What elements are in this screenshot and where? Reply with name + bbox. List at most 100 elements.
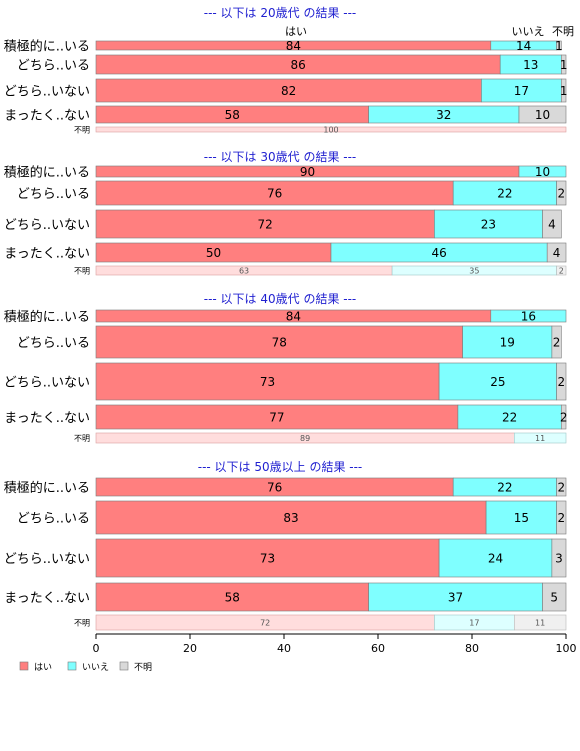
data-label: 13 <box>523 58 538 72</box>
bar-segment-no <box>457 404 562 430</box>
unknown-row-label: 不明 <box>74 619 90 628</box>
unknown-bar-segment <box>513 614 567 631</box>
row-label: どちら..いる <box>17 336 90 351</box>
legend-swatch <box>119 661 129 671</box>
bar-segment-unknown <box>556 500 567 535</box>
x-tick-label: 80 <box>465 642 479 655</box>
data-label: 50 <box>206 246 221 260</box>
data-label: 90 <box>300 165 315 179</box>
row-label: どちら..いない <box>4 552 90 567</box>
bar-segment-no <box>438 538 553 578</box>
data-label: 72 <box>260 619 270 628</box>
top-label-no: いいえ <box>512 25 545 38</box>
legend-swatch <box>19 661 29 671</box>
bar-segment-no <box>518 165 567 178</box>
data-label: 4 <box>548 218 556 232</box>
bar-segment-unknown <box>556 180 567 206</box>
data-label: 63 <box>239 267 249 276</box>
data-label: 17 <box>514 84 529 98</box>
x-tick-label: 0 <box>93 642 100 655</box>
bar-segment-yes <box>95 362 440 401</box>
data-label: 89 <box>300 434 310 443</box>
data-label: 4 <box>553 246 561 260</box>
data-label: 2 <box>557 375 565 389</box>
bar-segment-yes <box>95 538 440 578</box>
data-label: 58 <box>225 591 240 605</box>
unknown-row-label: 不明 <box>74 267 90 276</box>
data-label: 2 <box>557 481 565 495</box>
bar-segment-unknown <box>542 582 567 612</box>
group-title: --- 以下は 30歳代 の結果 --- <box>204 150 357 164</box>
bar-segment-no <box>490 309 567 323</box>
bar-segment-unknown <box>560 404 567 430</box>
row-label: どちら..いる <box>17 187 90 202</box>
data-label: 76 <box>267 481 282 495</box>
x-tick-label: 20 <box>183 642 197 655</box>
unknown-row-label: 不明 <box>74 434 90 443</box>
row-label: 積極的に..いる <box>4 39 90 55</box>
data-label: 72 <box>258 218 273 232</box>
bar-segment-yes <box>95 209 435 239</box>
bar-segment-no <box>368 582 543 612</box>
data-label: 3 <box>555 552 563 566</box>
data-label: 15 <box>514 511 529 525</box>
legend-label: はい <box>34 662 52 673</box>
data-label: 1 <box>555 39 563 53</box>
row-label: どちら..いない <box>4 376 90 391</box>
unknown-bar-segment <box>513 432 567 444</box>
bar-segment-unknown <box>551 325 562 359</box>
data-label: 82 <box>281 84 296 98</box>
top-label-unknown: 不明 <box>552 25 574 38</box>
unknown-row-label: 不明 <box>74 126 90 135</box>
data-label: 86 <box>290 58 305 72</box>
bar-segment-yes <box>95 325 463 359</box>
bar-segment-unknown <box>518 105 567 124</box>
bar-segment-unknown <box>560 54 567 75</box>
bar-segment-no <box>485 500 557 535</box>
group-title: --- 以下は 50歳以上 の結果 --- <box>198 460 363 474</box>
bar-segment-yes <box>95 500 487 535</box>
data-label: 84 <box>286 39 301 53</box>
bar-segment-unknown <box>556 477 567 497</box>
data-label: 37 <box>448 591 463 605</box>
data-label: 1 <box>560 58 568 72</box>
data-label: 16 <box>521 310 536 324</box>
data-label: 2 <box>553 336 561 350</box>
data-label: 73 <box>260 375 275 389</box>
data-label: 5 <box>550 591 558 605</box>
row-label: まったく..ない <box>4 109 90 124</box>
data-label: 11 <box>535 619 545 628</box>
data-label: 78 <box>272 336 287 350</box>
row-label: まったく..ない <box>4 591 90 606</box>
x-tick-label: 100 <box>556 642 577 655</box>
bar-segment-no <box>438 362 557 401</box>
row-label: どちら..いない <box>4 218 90 233</box>
data-label: 2 <box>559 267 564 276</box>
data-label: 2 <box>557 187 565 201</box>
data-label: 100 <box>323 126 338 135</box>
bar-segment-no <box>452 180 557 206</box>
data-label: 76 <box>267 187 282 201</box>
row-label: どちら..いる <box>17 512 90 527</box>
data-label: 73 <box>260 552 275 566</box>
bar-segment-unknown <box>546 242 567 263</box>
legend-swatch <box>67 661 77 671</box>
group-title: --- 以下は 40歳代 の結果 --- <box>204 292 357 306</box>
data-label: 14 <box>516 39 531 53</box>
row-label: 積極的に..いる <box>4 309 90 325</box>
bar-segment-unknown <box>551 538 567 578</box>
bar-segment-unknown <box>542 209 562 239</box>
bar-segment-no <box>434 209 543 239</box>
data-label: 2 <box>560 411 568 425</box>
x-tick-label: 60 <box>371 642 385 655</box>
data-label: 32 <box>436 108 451 122</box>
unknown-bar-segment <box>556 265 567 276</box>
data-label: 22 <box>502 411 517 425</box>
data-label: 83 <box>283 511 298 525</box>
data-label: 25 <box>490 375 505 389</box>
data-label: 10 <box>535 165 550 179</box>
data-label: 24 <box>488 552 503 566</box>
legend-label: いいえ <box>82 662 109 673</box>
